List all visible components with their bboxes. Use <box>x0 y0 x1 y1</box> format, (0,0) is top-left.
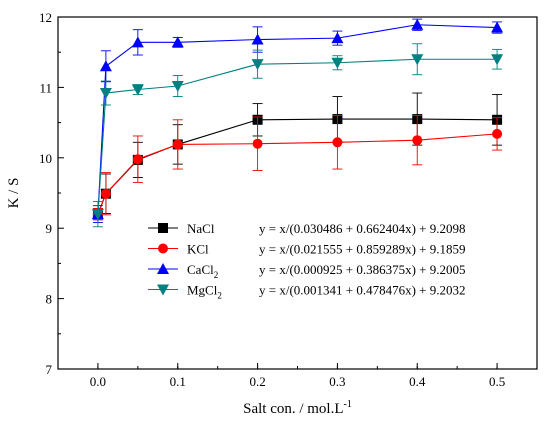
legend-entry: KCl y = x/(0.021555 + 0.859289x) + 9.1859 <box>148 242 466 257</box>
series-layer <box>91 18 504 228</box>
data-point <box>251 59 264 71</box>
data-point <box>411 18 424 30</box>
data-point <box>411 54 424 66</box>
series-kcl <box>92 115 503 221</box>
data-point <box>132 154 143 165</box>
x-tick-label: 0.5 <box>489 374 505 389</box>
data-point <box>252 138 263 149</box>
data-point <box>251 33 264 45</box>
data-point <box>171 36 184 48</box>
data-point <box>131 84 144 96</box>
x-tick-label: 0.4 <box>409 374 426 389</box>
series-nacl <box>92 92 503 221</box>
series-line <box>97 58 498 215</box>
series-line <box>97 24 498 215</box>
x-tick-label: 0.2 <box>249 374 265 389</box>
legend-equation: y = x/(0.000925 + 0.386375x) + 9.2005 <box>259 262 466 277</box>
x-axis-title-superscript: -1 <box>344 399 352 410</box>
y-tick-label: 10 <box>39 151 52 166</box>
legend-label: MgCl2 <box>187 283 222 301</box>
x-axis-title-text: Salt con. / mol.L <box>243 401 343 417</box>
data-point <box>99 60 112 72</box>
legend-marker <box>158 223 168 233</box>
y-tick-label: 8 <box>46 292 53 307</box>
x-tick-label: 0.0 <box>90 374 106 389</box>
data-point <box>331 32 344 44</box>
legend-marker <box>157 263 169 274</box>
legend-label: KCl <box>187 242 209 257</box>
y-tick-label: 9 <box>46 221 53 236</box>
ticks-layer: 0.0 0.1 0.2 0.3 0.4 0.5 7 8 9 10 11 12 <box>39 10 505 389</box>
x-axis-title: Salt con. / mol.L-1 <box>243 399 352 417</box>
data-point <box>412 135 423 146</box>
data-point <box>171 80 184 92</box>
data-point <box>331 57 344 69</box>
data-point <box>131 36 144 48</box>
legend-label: CaCl2 <box>187 262 218 280</box>
x-tick-label: 0.3 <box>329 374 345 389</box>
series-mgcl2 <box>91 43 504 228</box>
series-line <box>97 133 498 215</box>
legend-label: NaCl <box>187 221 215 236</box>
data-point <box>99 88 112 100</box>
y-tick-label: 11 <box>39 80 52 95</box>
data-point <box>492 128 503 139</box>
legend: NaCl y = x/(0.030486 + 0.662404x) + 9.209… <box>148 221 466 301</box>
legend-entry: MgCl2 y = x/(0.001341 + 0.478476x) + 9.20… <box>148 283 466 301</box>
legend-equation: y = x/(0.021555 + 0.859289x) + 9.1859 <box>259 242 466 257</box>
legend-marker <box>158 243 168 254</box>
data-point <box>100 188 111 199</box>
legend-equation: y = x/(0.001341 + 0.478476x) + 9.2032 <box>259 283 466 298</box>
x-tick-label: 0.1 <box>170 374 186 389</box>
data-point <box>491 21 504 33</box>
plot-frame <box>57 16 538 370</box>
legend-entry: NaCl y = x/(0.030486 + 0.662404x) + 9.209… <box>148 221 466 236</box>
data-point <box>91 209 104 221</box>
data-point <box>172 139 183 150</box>
series-line <box>97 118 498 215</box>
legend-marker <box>157 284 169 296</box>
data-point <box>491 54 504 66</box>
legend-entry: CaCl2 y = x/(0.000925 + 0.386375x) + 9.20… <box>148 262 466 280</box>
y-axis-title: K / S <box>6 178 22 209</box>
legend-equation: y = x/(0.030486 + 0.662404x) + 9.2098 <box>259 221 466 236</box>
y-tick-label: 7 <box>46 362 53 377</box>
data-point <box>332 137 343 148</box>
y-tick-label: 12 <box>39 10 52 25</box>
series-cacl2 <box>91 18 504 224</box>
